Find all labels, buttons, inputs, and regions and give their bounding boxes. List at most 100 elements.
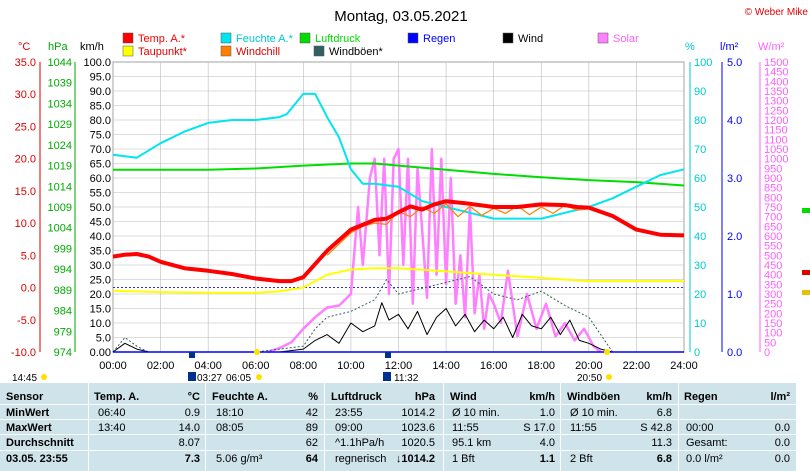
tick-kmh: 30.0 [90,260,111,272]
tick-lm2: 2.0 [727,231,742,243]
boeen-time: Ø 10 min. [570,407,618,419]
tick-hpa: 1024 [48,140,72,152]
boeen-value: 6.8 [656,453,672,465]
sun-event-label: 06:05 [226,373,251,383]
tick-kmh: 60.0 [90,173,111,185]
header-luftdruck: Luftdruck [331,391,382,403]
tick-percent: 70 [694,144,706,156]
tick-kmh: 35.0 [90,246,111,258]
tick-wm2: 900 [764,173,782,185]
legend-label: Feuchte A.* [236,33,294,45]
tick-kmh: 45.0 [90,217,111,229]
moon-icon [385,352,391,358]
tick-wm2: 1150 [764,125,788,137]
tick-percent: 90 [694,86,706,98]
tick-kmh: 15.0 [90,304,111,316]
tick-kmh: 90.0 [90,86,111,98]
wind-value: 4.0 [539,437,555,449]
tick-hpa: 989 [54,285,72,297]
temp-value: 7.3 [184,453,200,465]
tick-hpa: 1034 [48,98,72,110]
wind-value: 1.1 [539,453,555,465]
regen-time: 0.0 l/m² [686,453,723,465]
feuchte-time: 08:05 [216,422,244,434]
tick-wm2: 300 [764,289,782,301]
sun-icon [41,374,47,380]
tick-wm2: 200 [764,308,782,320]
unit-celsius: °C [18,41,30,53]
tick-wm2: 500 [764,250,782,262]
tick-hpa: 1029 [48,119,72,131]
regen-value: 0.0 [774,437,790,449]
tick-time: 02:00 [147,360,175,372]
tick-time: 24:00 [670,360,698,372]
tick-wm2: 0 [764,347,770,359]
header-luftdruck-unit: hPa [414,391,435,403]
boeen-time: 2 Bft [570,453,593,465]
legend: Temp. A.* Feuchte A.* Luftdruck Regen Wind So… [122,32,639,58]
header-feuchte-unit: % [308,391,318,403]
legend-label: Windböen* [329,46,384,58]
unit-kmh: km/h [80,41,104,53]
tick-time: 08:00 [290,360,318,372]
tick-hpa: 984 [54,306,72,318]
legend-label: Solar [613,33,639,45]
unit-lm2: l/m² [720,41,739,53]
tick-hpa: 1044 [48,57,72,69]
tick-time: 06:00 [242,360,270,372]
tick-time: 10:00 [337,360,365,372]
legend-swatch [502,32,514,44]
tick-kmh: 85.0 [90,101,111,113]
tick-wm2: 1050 [764,144,788,156]
tick-lm2: 1.0 [727,289,742,301]
header-regen: Regen [684,391,718,403]
legend-swatch [220,45,232,57]
tick-kmh: 95.0 [90,72,111,84]
boeen-value: 11.3 [651,437,672,449]
tick-celsius: -5.0 [17,315,36,327]
tick-kmh: 5.0 [96,333,111,345]
tick-hpa: 974 [54,347,72,359]
tick-hpa: 1004 [48,223,72,235]
feuchte-value: 64 [305,453,318,465]
legend-swatch [299,32,311,44]
tick-wm2: 400 [764,270,782,282]
series-taupunkt [112,267,684,294]
tick-kmh: 70.0 [90,144,111,156]
row-separator [0,450,796,451]
luftdruck-time: 09:00 [335,422,363,434]
legend-label: Temp. A.* [138,33,186,45]
tick-time: 20:00 [575,360,603,372]
sun-icon [254,349,260,355]
legend-label: Wind [518,33,543,45]
legend-swatch [597,32,609,44]
sun-icon [256,374,262,380]
tick-time: 18:00 [527,360,555,372]
row-label: Durchschnitt [6,437,74,449]
legend-label: Taupunkt* [138,46,188,58]
unit-wm2: W/m² [758,41,785,53]
legend-swatch [122,45,134,57]
feuchte-time: 18:10 [216,407,244,419]
temp-time: 13:40 [98,422,126,434]
wind-time: 11:55 [452,422,479,434]
boeen-value: 6.8 [656,407,672,419]
tick-percent: 60 [694,173,706,185]
tick-wm2: 350 [764,279,782,291]
luftdruck-time: ^1.1hPa/h [335,437,385,449]
tick-kmh: 80.0 [90,115,111,127]
luftdruck-value: 1020.5 [401,437,435,449]
sun-event-label: 20:50 [577,373,602,383]
header-wind-unit: km/h [529,391,555,403]
tick-time: 00:00 [99,360,127,372]
tick-wm2: 750 [764,202,782,214]
row-separator [0,404,796,405]
tick-celsius: 20.0 [15,154,36,166]
tick-wm2: 1000 [764,154,788,166]
luftdruck-value: 1023.6 [401,422,435,434]
regen-time: Gesamt: [686,437,728,449]
temp-value: 14.0 [178,422,200,434]
column-separator [205,383,206,471]
summary-table: Sensor Temp. A. °C Feuchte A.% Luftdruck hPa W… [0,383,796,471]
tick-kmh: 40.0 [90,231,111,243]
